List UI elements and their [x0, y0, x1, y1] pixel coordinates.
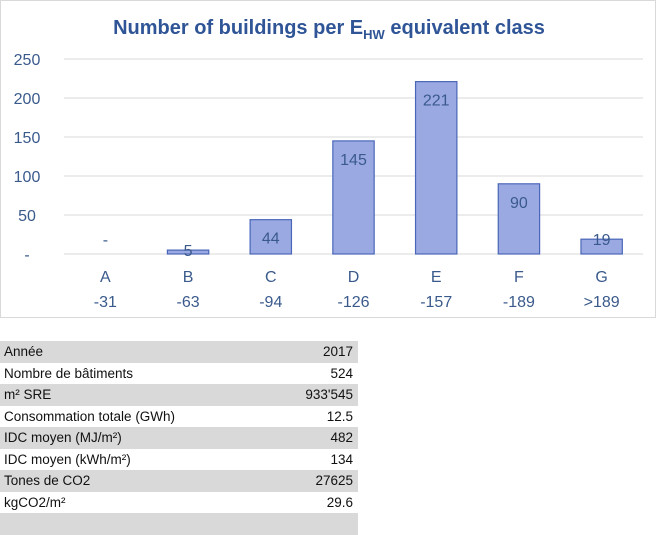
row-label [0, 513, 272, 535]
x-tick-range: -94 [259, 294, 282, 311]
chart-title: Number of buildings per EHW equivalent c… [113, 17, 545, 42]
x-tick-category: G [595, 269, 607, 286]
y-tick-label: 250 [14, 52, 41, 69]
row-label: IDC moyen (kWh/m²) [4, 451, 131, 467]
bar-f [497, 183, 541, 255]
table-row: Tones de CO2 27625 [0, 470, 358, 492]
y-tick-label: 200 [14, 91, 41, 108]
table-row [0, 513, 358, 535]
data-label: 145 [340, 152, 367, 169]
row-label: kgCO2/m² [4, 494, 66, 510]
table-row: kgCO2/m² 29.6 [0, 492, 358, 514]
row-value: 27625 [271, 470, 358, 492]
row-label: Nombre de bâtiments [4, 365, 134, 381]
chart-container: Number of buildings per EHW equivalent c… [0, 0, 656, 318]
chart-title-pre: Number of buildings per E [113, 17, 363, 39]
table-row: Consommation totale (GWh) 12.5 [0, 406, 358, 428]
row-label: IDC moyen (MJ/m²) [0, 427, 272, 449]
x-tick-range: -157 [420, 294, 452, 311]
x-tick-category: D [348, 269, 360, 286]
row-value: 12.5 [326, 408, 353, 424]
row-value: 524 [330, 365, 353, 381]
row-value: 933'545 [271, 384, 358, 406]
data-label: 44 [262, 231, 280, 248]
y-axis-ticks: - 50 100 150 200 250 [14, 52, 41, 264]
row-value: 482 [271, 427, 358, 449]
row-label: m² SRE [0, 384, 272, 406]
table-row: IDC moyen (kWh/m²) 134 [0, 449, 358, 471]
bar-d [332, 140, 375, 255]
bar-e [414, 81, 458, 255]
y-tick-label: 50 [18, 208, 36, 225]
x-tick-category: C [265, 269, 277, 286]
x-tick-range: -126 [337, 294, 369, 311]
x-tick-category: F [514, 269, 524, 286]
x-axis-ticks: A -31 B -63 C -94 D -126 E -157 F -189 G >189 [94, 269, 620, 311]
data-label: - [103, 232, 108, 249]
x-tick-category: E [431, 269, 442, 286]
row-label: Tones de CO2 [0, 470, 272, 492]
row-label: Consommation totale (GWh) [4, 408, 176, 424]
x-tick-category: B [183, 269, 194, 286]
data-label: 19 [593, 232, 611, 249]
row-value [271, 513, 358, 535]
data-label: 90 [510, 195, 528, 212]
row-value: 29.6 [326, 494, 353, 510]
chart-title-sub: HW [363, 27, 385, 42]
x-tick-range: -63 [177, 294, 200, 311]
bars [166, 81, 623, 255]
bar-g [580, 238, 623, 255]
data-labels: - 5 44 145 221 90 19 [103, 93, 611, 260]
y-tick-label: 150 [14, 130, 41, 147]
table-row: Année 2017 [0, 341, 358, 363]
x-tick-range: -189 [503, 294, 535, 311]
data-label: 5 [184, 243, 193, 260]
x-tick-range: -31 [94, 294, 117, 311]
row-label: Année [0, 341, 272, 363]
data-label: 221 [423, 93, 450, 110]
table-row: Nombre de bâtiments 524 [0, 363, 358, 385]
table-row: IDC moyen (MJ/m²) 482 [0, 427, 358, 449]
row-value: 134 [330, 451, 353, 467]
y-tick-label: - [24, 247, 29, 264]
y-tick-label: 100 [14, 169, 41, 186]
bar-c [249, 219, 293, 255]
summary-table: Année 2017 Nombre de bâtiments 524 m² SRE 933… [0, 341, 358, 535]
x-tick-range: >189 [584, 294, 620, 311]
row-value: 2017 [271, 341, 358, 363]
x-tick-category: A [100, 269, 111, 286]
bar-b [166, 249, 210, 255]
bar-chart: Number of buildings per EHW equivalent c… [14, 17, 643, 311]
chart-title-post: equivalent class [385, 17, 545, 39]
table-row: m² SRE 933'545 [0, 384, 358, 406]
